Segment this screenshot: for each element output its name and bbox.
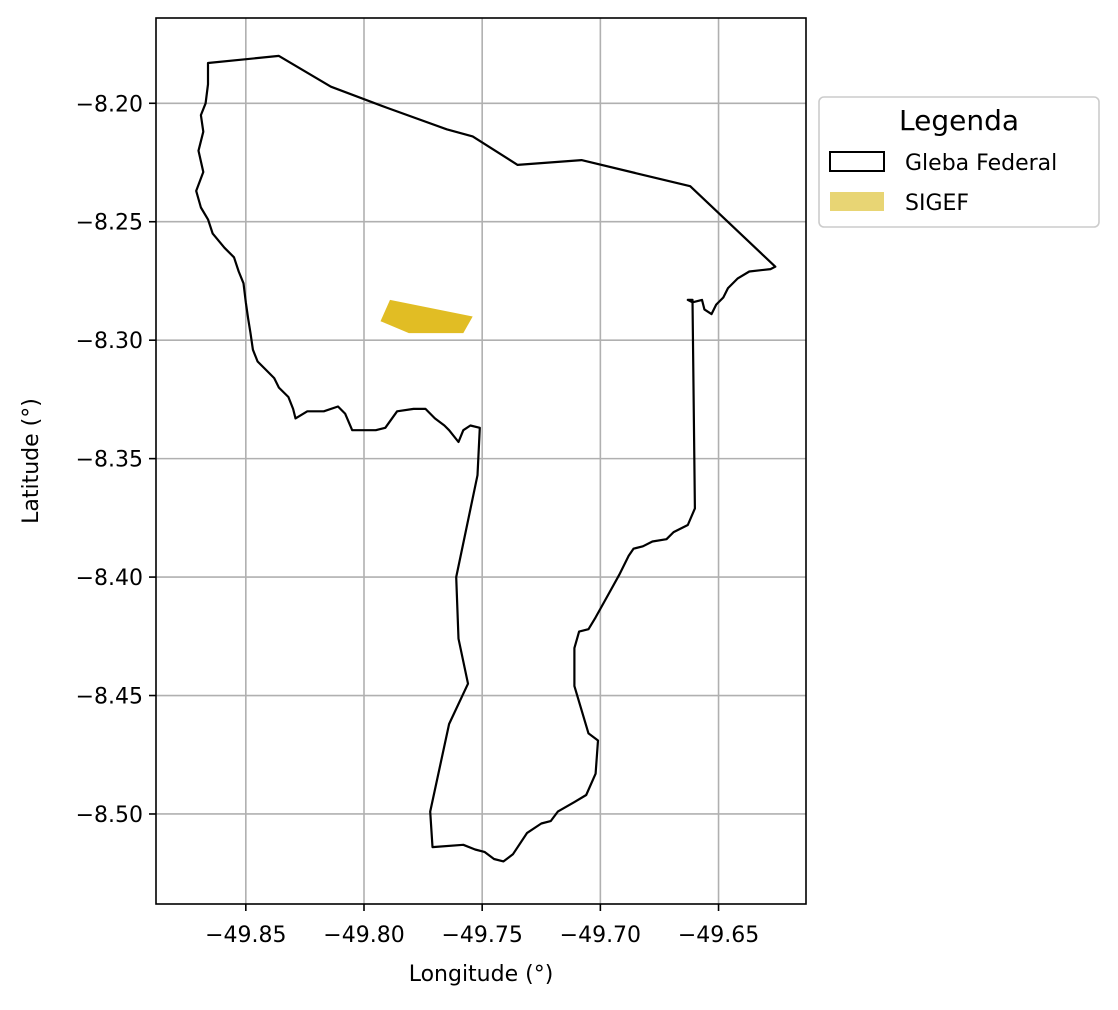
axis-ticks: −49.85 −49.80 −49.75 −49.70 −49.65 −8.20 −8.25… [76,92,760,948]
y-tick-label: −8.45 [76,685,143,710]
x-tick-label: −49.85 [205,923,286,948]
legend-label-gleba-federal: Gleba Federal [905,151,1057,176]
y-tick-label: −8.35 [76,448,143,473]
legend-box [818,96,1100,228]
x-axis-label: Longitude (°) [409,962,554,987]
legend-title: Legenda [899,104,1019,137]
y-axis-label: Latitude (°) [19,398,44,524]
legend: Legenda Gleba Federal SIGEF [818,96,1100,228]
x-tick-label: −49.65 [678,923,759,948]
map-layers [195,54,777,863]
x-tick-label: −49.80 [323,923,404,948]
y-tick-label: −8.20 [76,92,143,117]
y-tick-label: −8.25 [76,211,143,236]
y-tick-label: −8.40 [76,566,143,591]
plot-frame [155,17,807,905]
x-tick-label: −49.70 [560,923,641,948]
sigef-polygon [380,299,473,334]
plot-background [156,18,806,904]
legend-swatch-gleba-federal [829,151,885,172]
y-tick-label: −8.50 [76,803,143,828]
y-tick-label: −8.30 [76,329,143,354]
gleba-federal-outline [195,54,777,863]
legend-label-sigef: SIGEF [905,191,969,216]
legend-swatch-sigef [830,192,884,211]
x-tick-label: −49.75 [441,923,522,948]
